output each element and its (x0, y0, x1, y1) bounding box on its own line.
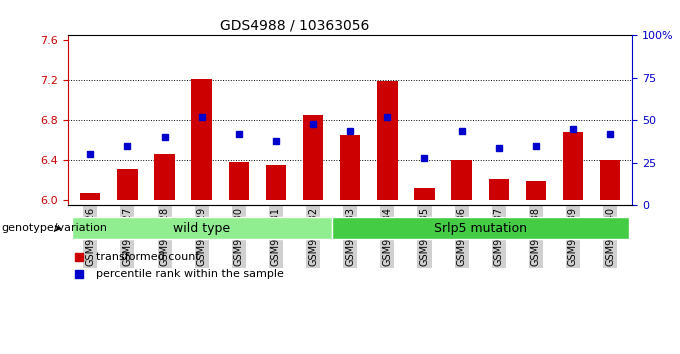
Bar (228, 162, 249, 200)
Bar (80, 193, 101, 200)
Bar (303, 115, 323, 200)
Bar (488, 179, 509, 200)
Text: GDS4988 / 10363056: GDS4988 / 10363056 (220, 19, 370, 33)
Bar (563, 132, 583, 200)
Bar (377, 81, 398, 200)
Bar (192, 79, 212, 200)
Text: genotype/variation: genotype/variation (1, 223, 107, 233)
Text: transformed count: transformed count (97, 252, 200, 262)
Text: percentile rank within the sample: percentile rank within the sample (97, 269, 284, 279)
Bar (117, 169, 137, 200)
Bar (340, 135, 360, 200)
FancyBboxPatch shape (332, 217, 629, 240)
Bar (154, 154, 175, 200)
Bar (266, 165, 286, 200)
FancyBboxPatch shape (71, 217, 332, 240)
Bar (600, 160, 620, 200)
Bar (526, 181, 546, 200)
Text: wild type: wild type (173, 222, 231, 235)
Bar (414, 188, 435, 200)
Bar (452, 160, 472, 200)
Text: Srlp5 mutation: Srlp5 mutation (434, 222, 527, 235)
